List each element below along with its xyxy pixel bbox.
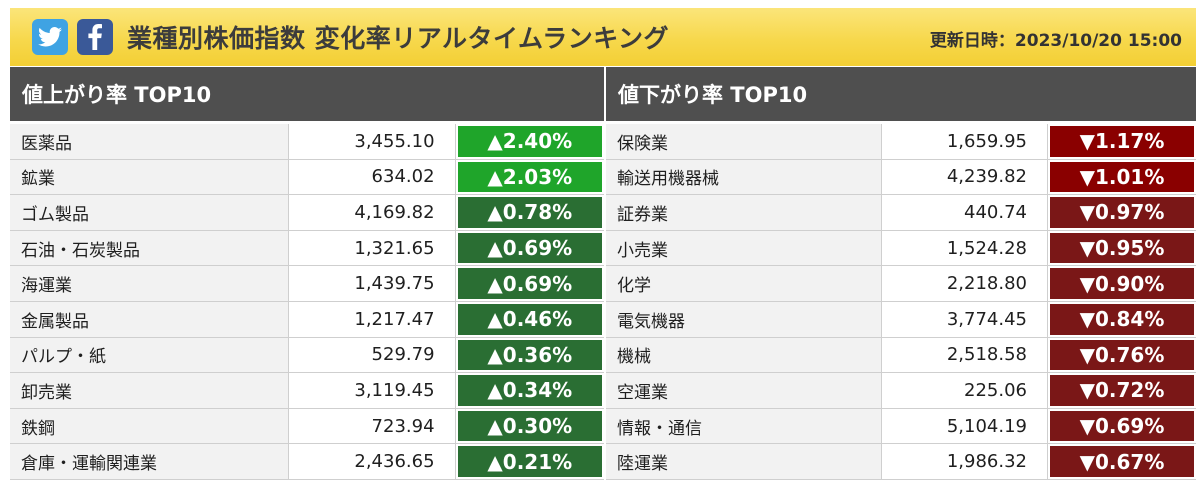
losers-panel: 値下がり率 TOP10 保険業 1,659.95 ▼1.17% 輸送用機器械 4,239… [606,67,1196,486]
sector-name: ゴム製品 [10,195,290,230]
table-row: 陸運業 1,986.32 ▼0.67% [606,444,1196,480]
index-value: 4,169.82 [289,195,456,230]
facebook-share-button[interactable] [77,19,113,55]
table-row: 輸送用機器械 4,239.82 ▼1.01% [606,159,1196,196]
index-value: 225.06 [882,373,1048,408]
table-row: 空運業 225.06 ▼0.72% [606,373,1196,409]
sector-name: 化学 [606,266,882,301]
losers-table: 保険業 1,659.95 ▼1.17% 輸送用機器械 4,239.82 ▼1.01% 証券業… [606,124,1196,480]
index-value: 2,518.58 [882,337,1048,373]
change-rate-badge: ▼0.69% [1050,410,1194,442]
updated-timestamp: 更新日時：2023/10/20 15:00 [929,31,1182,51]
index-value: 2,218.80 [882,266,1048,301]
change-rate-badge: ▼0.84% [1050,303,1194,335]
table-row: パルプ・紙 529.79 ▲0.36% [10,337,604,374]
index-value: 5,104.19 [882,408,1048,444]
sector-name: 電気機器 [606,301,882,337]
table-row: 卸売業 3,119.45 ▲0.34% [10,373,604,409]
table-row: 保険業 1,659.95 ▼1.17% [606,124,1196,160]
change-rate-badge: ▲2.40% [457,126,603,157]
change-rate-badge: ▼0.67% [1050,446,1194,477]
change-rate-badge: ▼0.72% [1050,375,1194,406]
index-value: 1,217.47 [289,301,456,337]
sector-name: 海運業 [10,266,290,301]
sector-name: 卸売業 [10,373,290,408]
change-rate-badge: ▼0.97% [1050,197,1194,228]
change-rate-badge: ▲0.78% [457,197,603,228]
sector-name: パルプ・紙 [10,337,290,373]
index-value: 4,239.82 [882,159,1048,195]
change-rate-badge: ▲0.69% [457,268,603,299]
change-rate-badge: ▼1.17% [1050,126,1194,157]
sector-name: 保険業 [606,124,882,159]
sector-name: 小売業 [606,230,882,266]
table-row: ゴム製品 4,169.82 ▲0.78% [10,195,604,231]
ranking-header: 業種別株価指数 変化率リアルタイムランキング 更新日時：2023/10/20 1… [10,8,1196,66]
index-value: 1,439.75 [289,266,456,301]
sector-name: 証券業 [606,195,882,230]
sector-name: 情報・通信 [606,408,882,444]
index-value: 3,119.45 [289,373,456,408]
index-value: 1,659.95 [882,124,1048,159]
table-row: 倉庫・運輸関連業 2,436.65 ▲0.21% [10,444,604,480]
sector-name: 金属製品 [10,301,290,337]
change-rate-badge: ▼1.01% [1050,161,1194,193]
change-rate-badge: ▲0.36% [457,339,603,371]
sector-name: 医薬品 [10,124,290,159]
table-row: 小売業 1,524.28 ▼0.95% [606,230,1196,267]
index-value: 3,455.10 [289,124,456,159]
page-title: 業種別株価指数 変化率リアルタイムランキング [127,24,669,53]
gainers-panel: 値上がり率 TOP10 医薬品 3,455.10 ▲2.40% 鉱業 634.02 ▲2.… [10,67,604,486]
table-row: 証券業 440.74 ▼0.97% [606,195,1196,231]
table-row: 医薬品 3,455.10 ▲2.40% [10,124,604,160]
table-row: 金属製品 1,217.47 ▲0.46% [10,301,604,338]
gainers-title: 値上がり率 TOP10 [10,67,604,121]
table-row: 海運業 1,439.75 ▲0.69% [10,266,604,302]
table-row: 石油・石炭製品 1,321.65 ▲0.69% [10,230,604,267]
table-row: 情報・通信 5,104.19 ▼0.69% [606,408,1196,445]
change-rate-badge: ▲0.46% [457,303,603,335]
index-value: 1,321.65 [289,230,456,266]
change-rate-badge: ▲0.34% [457,375,603,406]
table-row: 電気機器 3,774.45 ▼0.84% [606,301,1196,338]
index-value: 2,436.65 [289,444,456,479]
table-row: 機械 2,518.58 ▼0.76% [606,337,1196,374]
sector-name: 空運業 [606,373,882,408]
change-rate-badge: ▲0.69% [457,232,603,264]
sector-name: 鉱業 [10,159,290,195]
table-row: 鉄鋼 723.94 ▲0.30% [10,408,604,445]
facebook-f-icon [88,24,102,50]
change-rate-badge: ▲0.21% [457,446,603,477]
change-rate-badge: ▼0.90% [1050,268,1194,299]
index-value: 1,986.32 [882,444,1048,479]
losers-title: 値下がり率 TOP10 [606,67,1196,121]
twitter-share-button[interactable] [32,19,68,55]
change-rate-badge: ▲2.03% [457,161,603,193]
table-row: 鉱業 634.02 ▲2.03% [10,159,604,196]
index-value: 529.79 [289,337,456,373]
sector-name: 石油・石炭製品 [10,230,290,266]
index-value: 1,524.28 [882,230,1048,266]
index-value: 634.02 [289,159,456,195]
twitter-bird-icon [38,27,62,47]
index-value: 3,774.45 [882,301,1048,337]
change-rate-badge: ▼0.76% [1050,339,1194,371]
gainers-table: 医薬品 3,455.10 ▲2.40% 鉱業 634.02 ▲2.03% ゴム製品 4,169… [10,124,604,480]
sector-name: 機械 [606,337,882,373]
index-value: 723.94 [289,408,456,444]
change-rate-badge: ▼0.95% [1050,232,1194,264]
index-value: 440.74 [882,195,1048,230]
table-row: 化学 2,218.80 ▼0.90% [606,266,1196,302]
sector-name: 倉庫・運輸関連業 [10,444,290,479]
change-rate-badge: ▲0.30% [457,410,603,442]
sector-name: 陸運業 [606,444,882,479]
sector-name: 鉄鋼 [10,408,290,444]
sector-name: 輸送用機器械 [606,159,882,195]
